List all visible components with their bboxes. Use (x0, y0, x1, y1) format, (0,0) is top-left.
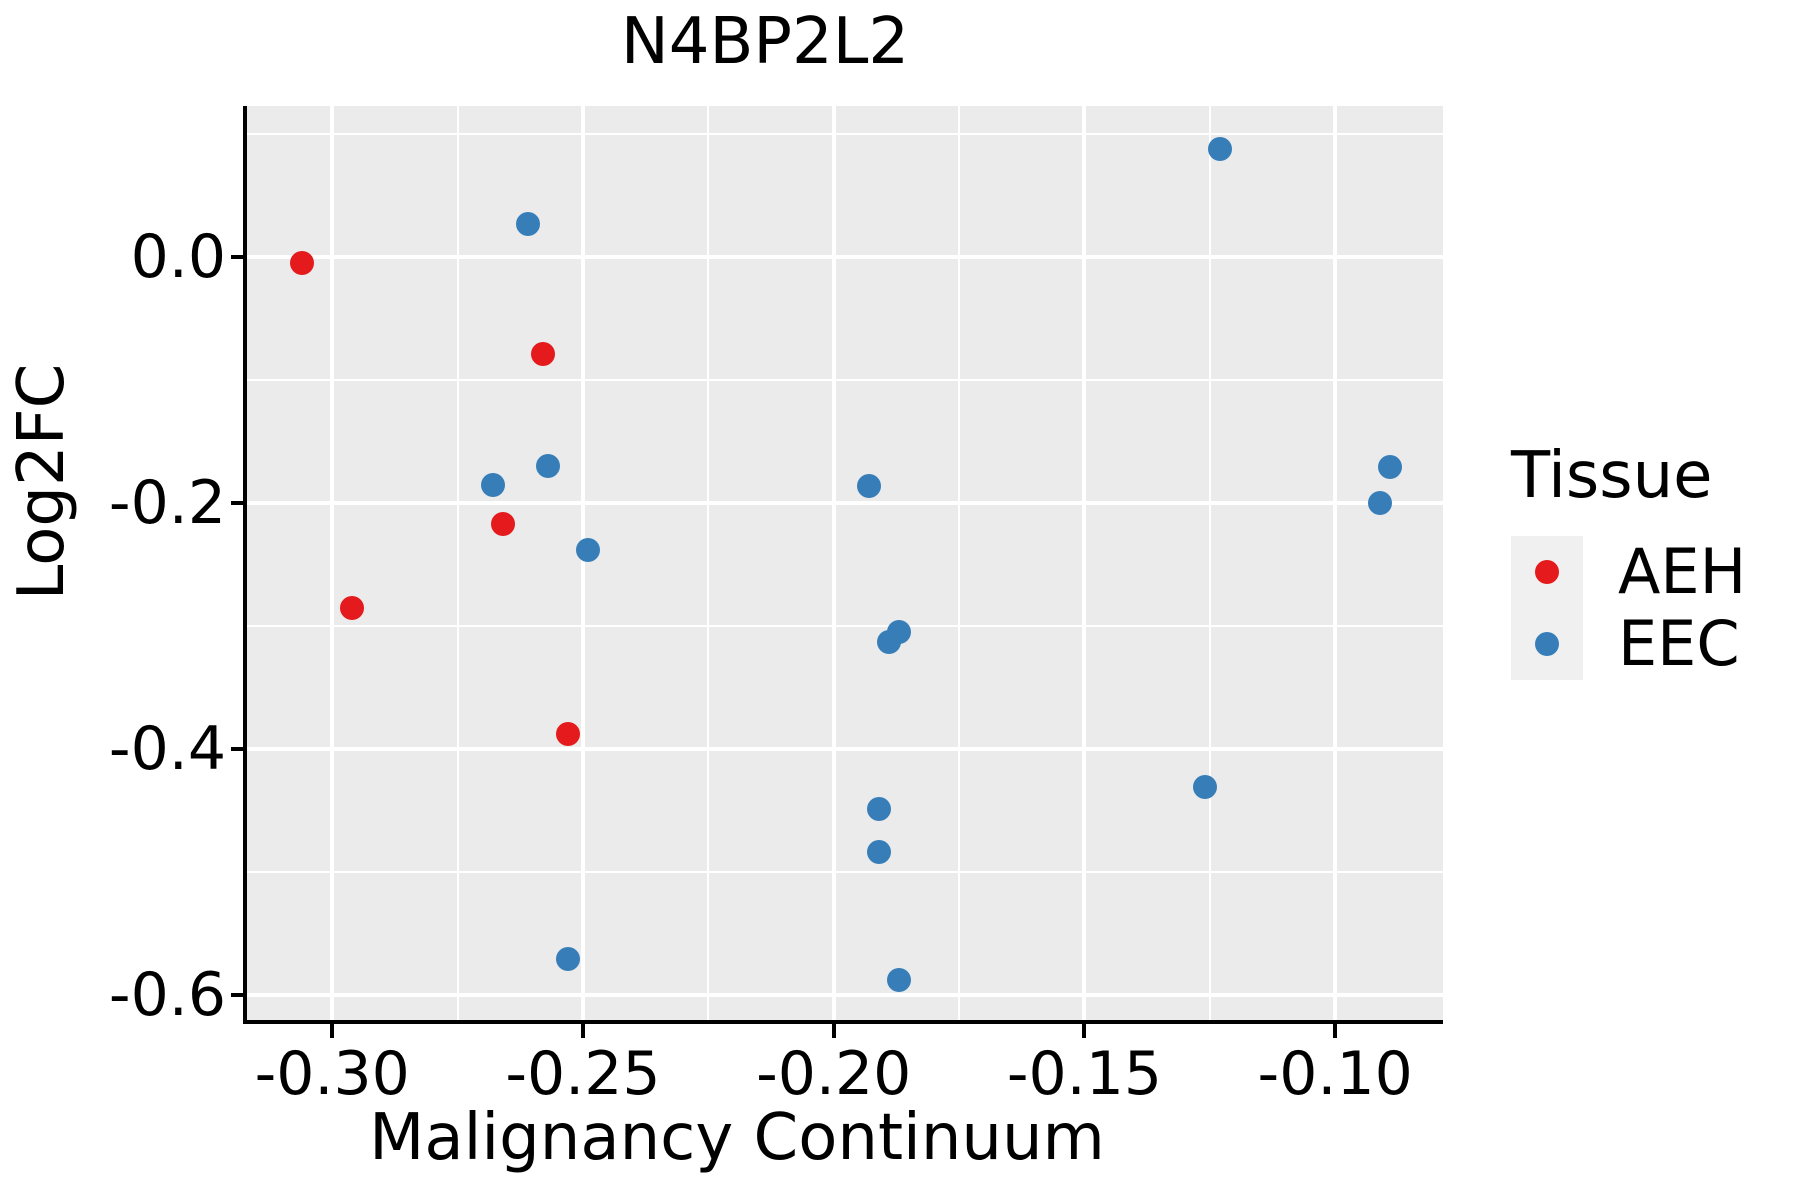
major-gridline-x (330, 106, 335, 1020)
legend: Tissue AEH EEC (1511, 440, 1791, 680)
y-tick-mark (231, 255, 243, 260)
legend-label-eec: EEC (1618, 607, 1740, 680)
y-tick-mark (231, 747, 243, 752)
data-point-aeh (530, 342, 555, 367)
x-tick-mark (831, 1024, 836, 1038)
x-tick-mark (580, 1024, 585, 1038)
data-point-eec (866, 797, 891, 822)
minor-gridline-x (1208, 106, 1211, 1020)
data-point-aeh (490, 511, 515, 536)
data-point-eec (1368, 491, 1393, 516)
data-point-eec (1207, 136, 1232, 161)
major-gridline-x (580, 106, 585, 1020)
major-gridline-x (1333, 106, 1338, 1020)
x-tick-mark (1082, 1024, 1087, 1038)
x-tick-label: -0.15 (1006, 1039, 1163, 1109)
major-gridline-y (247, 993, 1443, 998)
legend-entry-aeh: AEH (1511, 536, 1791, 608)
y-tick-label: -0.4 (108, 714, 226, 785)
x-tick-label: -0.10 (1257, 1039, 1413, 1109)
minor-gridline-x (707, 106, 710, 1020)
y-tick-label: -0.2 (108, 468, 226, 539)
eec-marker-icon (1535, 632, 1559, 656)
major-gridline-x (831, 106, 836, 1020)
legend-key-aeh (1511, 536, 1583, 608)
data-point-eec (856, 473, 881, 498)
minor-gridline-y (247, 379, 1443, 382)
x-axis-line (243, 1020, 1443, 1024)
data-point-eec (866, 840, 891, 865)
major-gridline-y (247, 747, 1443, 752)
minor-gridline-x (958, 106, 961, 1020)
plot-panel (247, 106, 1443, 1020)
minor-gridline-y (247, 133, 1443, 136)
data-point-eec (555, 947, 580, 972)
major-gridline-y (247, 501, 1443, 506)
data-point-eec (515, 211, 540, 236)
minor-gridline-y (247, 625, 1443, 628)
legend-title: Tissue (1511, 439, 1713, 513)
y-tick-label: -0.6 (108, 960, 226, 1031)
major-gridline-x (1082, 106, 1087, 1020)
aeh-marker-icon (1535, 560, 1559, 584)
data-point-eec (1378, 455, 1403, 480)
x-tick-label: -0.30 (254, 1039, 410, 1109)
x-axis-label: Malignancy Continuum (369, 1101, 1105, 1175)
major-gridline-y (247, 255, 1443, 260)
legend-entry-eec: EEC (1511, 608, 1791, 680)
y-axis-line (243, 106, 247, 1024)
data-point-eec (575, 537, 600, 562)
legend-key-eec (1511, 608, 1583, 680)
data-point-aeh (555, 722, 580, 747)
x-tick-label: -0.20 (756, 1039, 912, 1109)
y-tick-label: 0.0 (130, 222, 226, 293)
y-tick-mark (231, 501, 243, 506)
legend-label-aeh: AEH (1618, 535, 1747, 608)
x-tick-mark (330, 1024, 335, 1038)
data-point-aeh (290, 251, 315, 276)
data-point-eec (876, 630, 901, 655)
data-point-eec (535, 454, 560, 479)
data-point-eec (480, 472, 505, 497)
chart-title: N4BP2L2 (620, 5, 910, 79)
x-tick-label: -0.25 (505, 1039, 661, 1109)
x-tick-mark (1333, 1024, 1338, 1038)
minor-gridline-x (456, 106, 459, 1020)
data-point-eec (1192, 775, 1217, 800)
y-tick-mark (231, 993, 243, 998)
data-point-aeh (340, 595, 365, 620)
data-point-eec (886, 968, 911, 993)
minor-gridline-y (247, 871, 1443, 874)
